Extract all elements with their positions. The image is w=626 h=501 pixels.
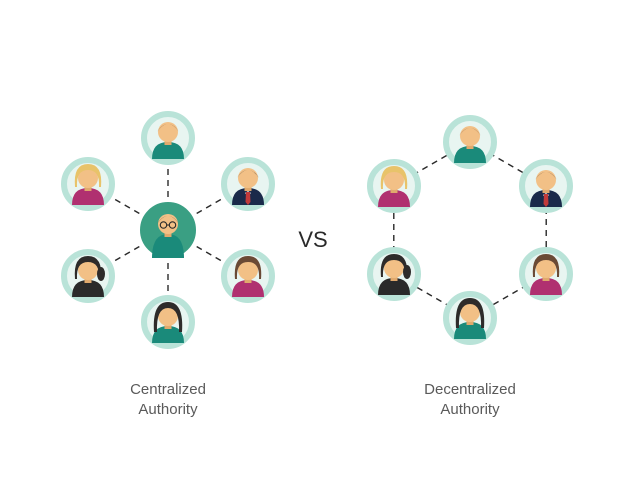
- peer-node: [61, 157, 115, 211]
- peer-node: [443, 291, 497, 345]
- peer-node: [61, 249, 115, 303]
- peer-node: [519, 159, 573, 213]
- diagram-stage: VS Centralized Authority Decentralized A…: [0, 0, 626, 501]
- peer-node: [141, 111, 195, 165]
- person-avatar-icon: [61, 157, 115, 211]
- person-avatar-icon: [221, 249, 275, 303]
- peer-node: [221, 249, 275, 303]
- person-avatar-icon: [519, 247, 573, 301]
- person-avatar-icon: [367, 247, 421, 301]
- peer-node: [141, 295, 195, 349]
- person-avatar-icon: [443, 291, 497, 345]
- hub-node: [135, 197, 201, 263]
- person-avatar-icon: [61, 249, 115, 303]
- peer-node: [519, 247, 573, 301]
- person-avatar-icon: [135, 197, 201, 263]
- person-avatar-icon: [443, 115, 497, 169]
- person-avatar-icon: [141, 295, 195, 349]
- peer-node: [367, 247, 421, 301]
- person-avatar-icon: [221, 157, 275, 211]
- peer-node: [221, 157, 275, 211]
- peer-node: [443, 115, 497, 169]
- person-avatar-icon: [141, 111, 195, 165]
- person-avatar-icon: [367, 159, 421, 213]
- peer-node: [367, 159, 421, 213]
- person-avatar-icon: [519, 159, 573, 213]
